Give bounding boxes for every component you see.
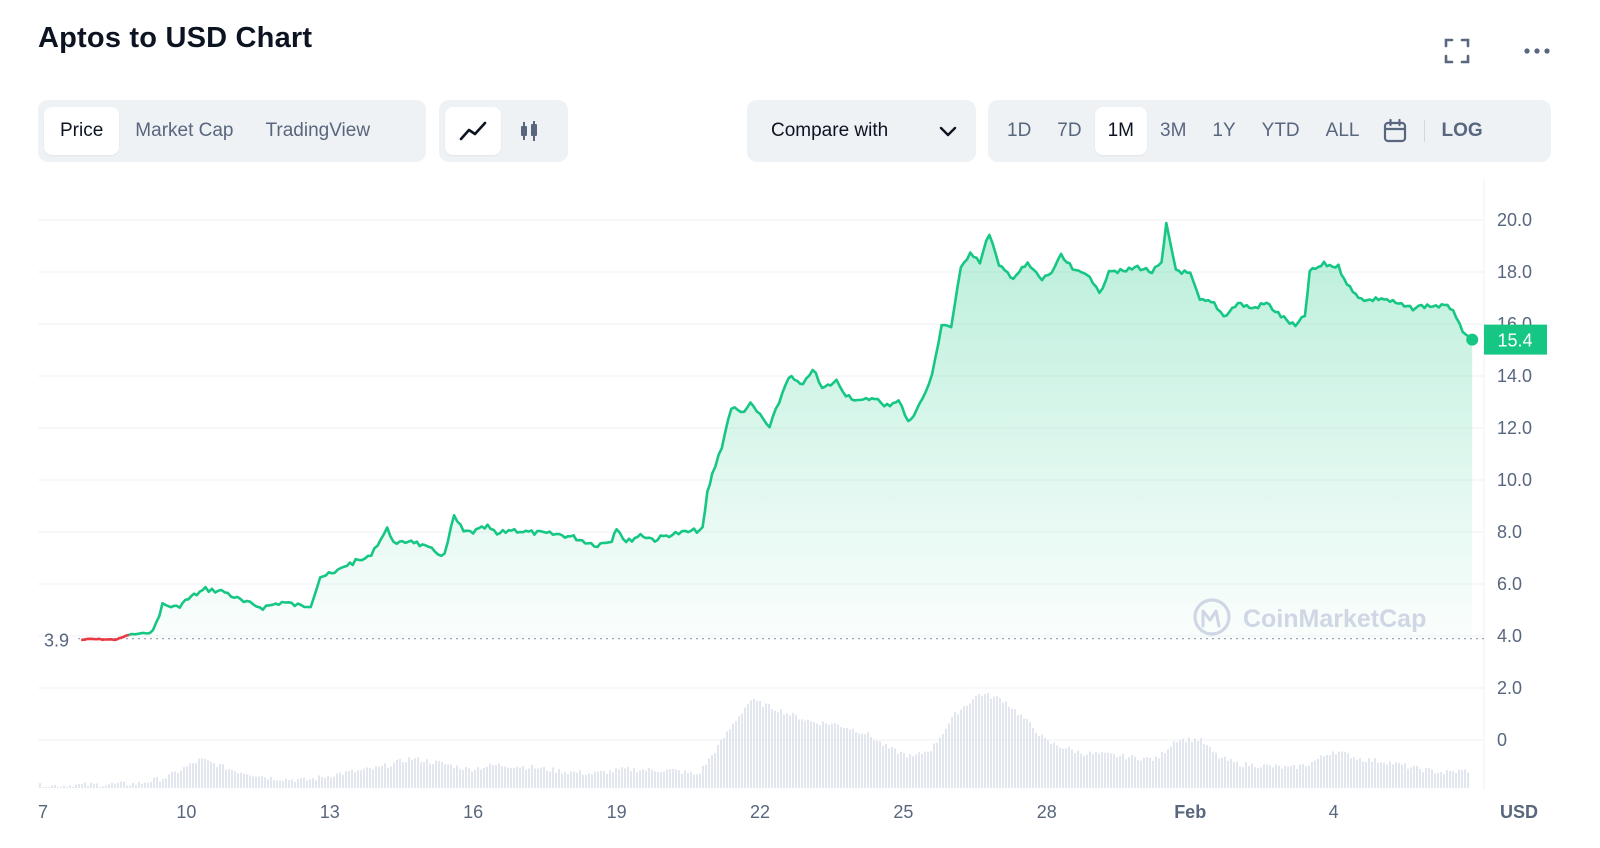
- watermark: CoinMarketCap: [1193, 598, 1426, 636]
- y-tick-label: 18.0: [1497, 262, 1532, 282]
- tab-7d[interactable]: 7D: [1057, 120, 1082, 141]
- x-axis-ticks: 7 10 13 16 19 22 25 28 Feb 4: [38, 802, 1339, 822]
- range-divider: [1424, 120, 1426, 142]
- y-tick-label: 6.0: [1497, 574, 1522, 594]
- line-chart-button[interactable]: [445, 107, 501, 155]
- last-price-dot: [1466, 333, 1479, 346]
- x-tick-label: 4: [1329, 802, 1339, 822]
- watermark-text: CoinMarketCap: [1243, 605, 1426, 633]
- y-tick-label: 4.0: [1497, 626, 1522, 646]
- x-tick-label: 7: [38, 802, 48, 822]
- currency-label: USD: [1500, 802, 1538, 822]
- x-tick-label: 25: [893, 802, 913, 822]
- metric-tabs: Price Market Cap TradingView: [38, 100, 426, 162]
- range-tabs: 1D 7D 1M 3M 1Y YTD ALL LOG: [988, 100, 1551, 162]
- x-tick-label: 28: [1037, 802, 1057, 822]
- chevron-down-icon: [939, 126, 957, 137]
- tab-3m[interactable]: 3M: [1160, 120, 1187, 141]
- y-tick-label: 20.0: [1497, 210, 1532, 230]
- tab-1y[interactable]: 1Y: [1212, 120, 1236, 141]
- x-tick-label: 10: [176, 802, 196, 822]
- price-line: [128, 221, 1474, 637]
- y-tick-label: 10.0: [1497, 470, 1532, 490]
- calendar-icon: [1384, 118, 1407, 143]
- chart-type-toggle: [439, 100, 568, 162]
- calendar-button[interactable]: [1372, 107, 1418, 155]
- tab-market-cap[interactable]: Market Cap: [135, 120, 234, 141]
- more-dots-icon[interactable]: [1522, 36, 1552, 66]
- x-tick-label: 16: [463, 802, 483, 822]
- top-actions: [1442, 36, 1552, 66]
- tab-1m[interactable]: 1M: [1094, 107, 1147, 155]
- tab-1d[interactable]: 1D: [1007, 120, 1032, 141]
- x-tick-label: 22: [750, 802, 770, 822]
- price-line-below-open: [81, 633, 130, 642]
- tab-ytd[interactable]: YTD: [1261, 120, 1300, 141]
- y-tick-label: 0: [1497, 730, 1507, 750]
- page-title: Aptos to USD Chart: [38, 22, 313, 54]
- y-tick-label: 14.0: [1497, 366, 1532, 386]
- y-tick-label: 8.0: [1497, 522, 1522, 542]
- compare-select[interactable]: Compare with: [747, 100, 976, 162]
- volume-bars: [39, 693, 1469, 788]
- price-area: [81, 223, 1473, 640]
- candlestick-button[interactable]: [501, 107, 557, 155]
- fullscreen-icon[interactable]: [1442, 36, 1472, 66]
- open-price-label: 3.9: [44, 631, 69, 651]
- tab-all[interactable]: ALL: [1325, 120, 1360, 141]
- tab-tradingview[interactable]: TradingView: [265, 120, 371, 141]
- x-tick-label: 13: [320, 802, 340, 822]
- y-tick-label: 12.0: [1497, 418, 1532, 438]
- candlestick-icon: [521, 121, 537, 141]
- last-price-label: 15.4: [1497, 331, 1532, 351]
- x-tick-label: Feb: [1174, 802, 1206, 822]
- last-price-badge: 15.4: [1484, 324, 1547, 355]
- tab-price[interactable]: Price: [44, 107, 120, 155]
- y-tick-label: 2.0: [1497, 678, 1522, 698]
- log-toggle[interactable]: LOG: [1441, 120, 1483, 141]
- compare-label: Compare with: [771, 120, 889, 141]
- x-tick-label: 19: [607, 802, 627, 822]
- line-chart-icon: [459, 121, 487, 141]
- y-axis-ticks: 20.018.016.014.012.010.08.06.04.02.00: [1497, 210, 1532, 750]
